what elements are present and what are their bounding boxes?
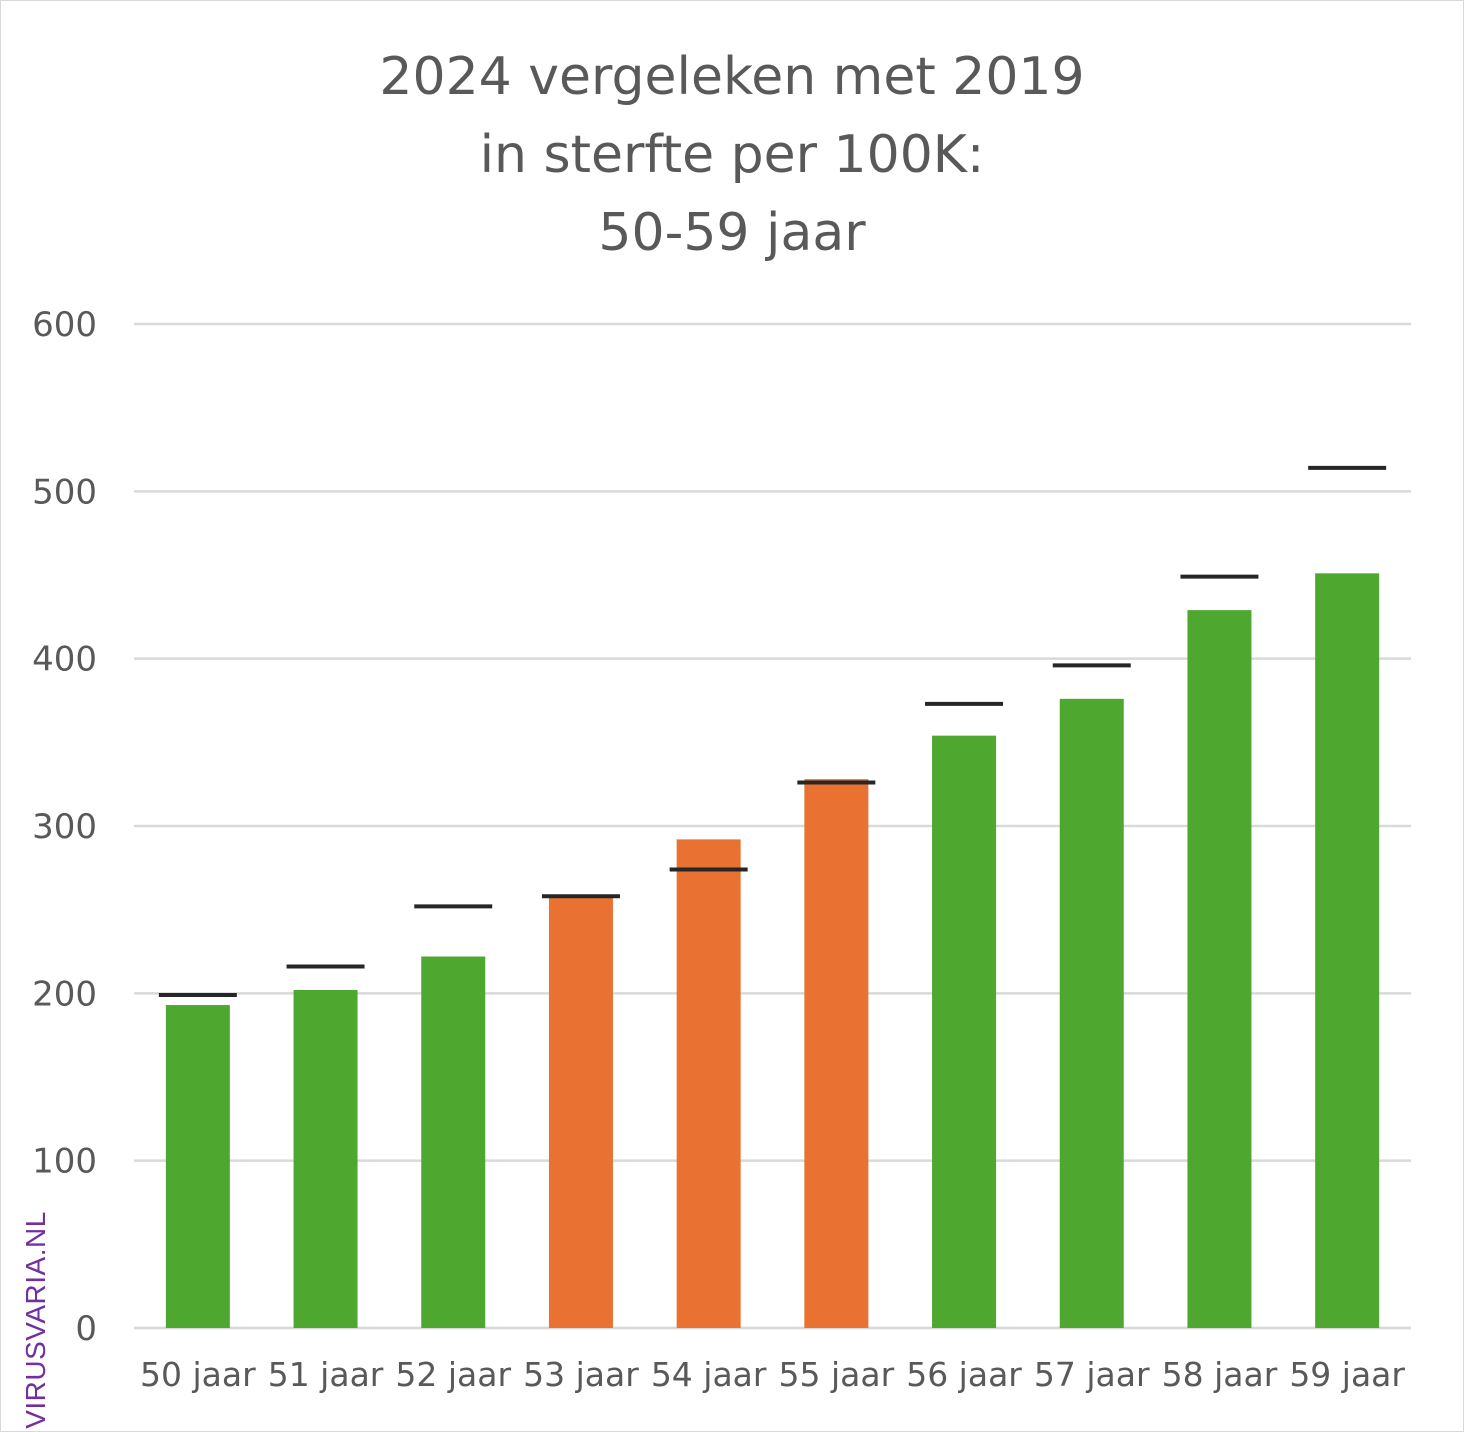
markers-2019: [158, 465, 1387, 998]
x-tick-label: 55 jaar: [779, 1355, 895, 1394]
y-tick-label: 600: [32, 305, 97, 345]
title-line-1: 2024 vergeleken met 2019: [379, 47, 1085, 107]
x-tick-label: 50 jaar: [140, 1355, 256, 1394]
y-tick-label: 100: [32, 1142, 97, 1182]
x-tick-label: 53 jaar: [523, 1355, 639, 1394]
bar-52-jaar: [421, 956, 486, 1328]
x-tick-label: 59 jaar: [1289, 1355, 1405, 1394]
y-tick-label: 0: [75, 1309, 97, 1349]
y-tick-label: 400: [32, 640, 97, 680]
bars-2024: [165, 573, 1380, 1328]
x-tick-label: 52 jaar: [395, 1355, 511, 1394]
bar-58-jaar: [1187, 610, 1252, 1328]
bar-56-jaar: [932, 735, 997, 1328]
y-tick-label: 500: [32, 472, 97, 512]
bar-54-jaar: [676, 839, 741, 1328]
bar-55-jaar: [804, 779, 869, 1328]
title-line-3: 50-59 jaar: [598, 203, 866, 263]
y-tick-label: 200: [32, 974, 97, 1014]
x-tick-label: 54 jaar: [651, 1355, 767, 1394]
bar-50-jaar: [165, 1005, 230, 1328]
chart-title: 2024 vergeleken met 2019 in sterfte per …: [0, 38, 1464, 272]
bar-59-jaar: [1315, 573, 1380, 1328]
x-axis-ticks: 50 jaar 51 jaar 52 jaar 53 jaar 54 jaar 55 ja…: [140, 1355, 1405, 1394]
x-tick-label: 51 jaar: [268, 1355, 384, 1394]
y-axis-ticks: 0 100 200 300 400 500 600: [32, 305, 97, 1349]
x-tick-label: 56 jaar: [906, 1355, 1022, 1394]
bar-57-jaar: [1059, 698, 1124, 1328]
bar-53-jaar: [548, 896, 613, 1328]
bar-51-jaar: [293, 989, 358, 1328]
x-tick-label: 57 jaar: [1034, 1355, 1150, 1394]
watermark: VIRUSVARIA.NL: [20, 1211, 51, 1429]
title-line-2: in sterfte per 100K:: [479, 125, 985, 185]
x-tick-label: 58 jaar: [1162, 1355, 1278, 1394]
y-tick-label: 300: [32, 807, 97, 847]
